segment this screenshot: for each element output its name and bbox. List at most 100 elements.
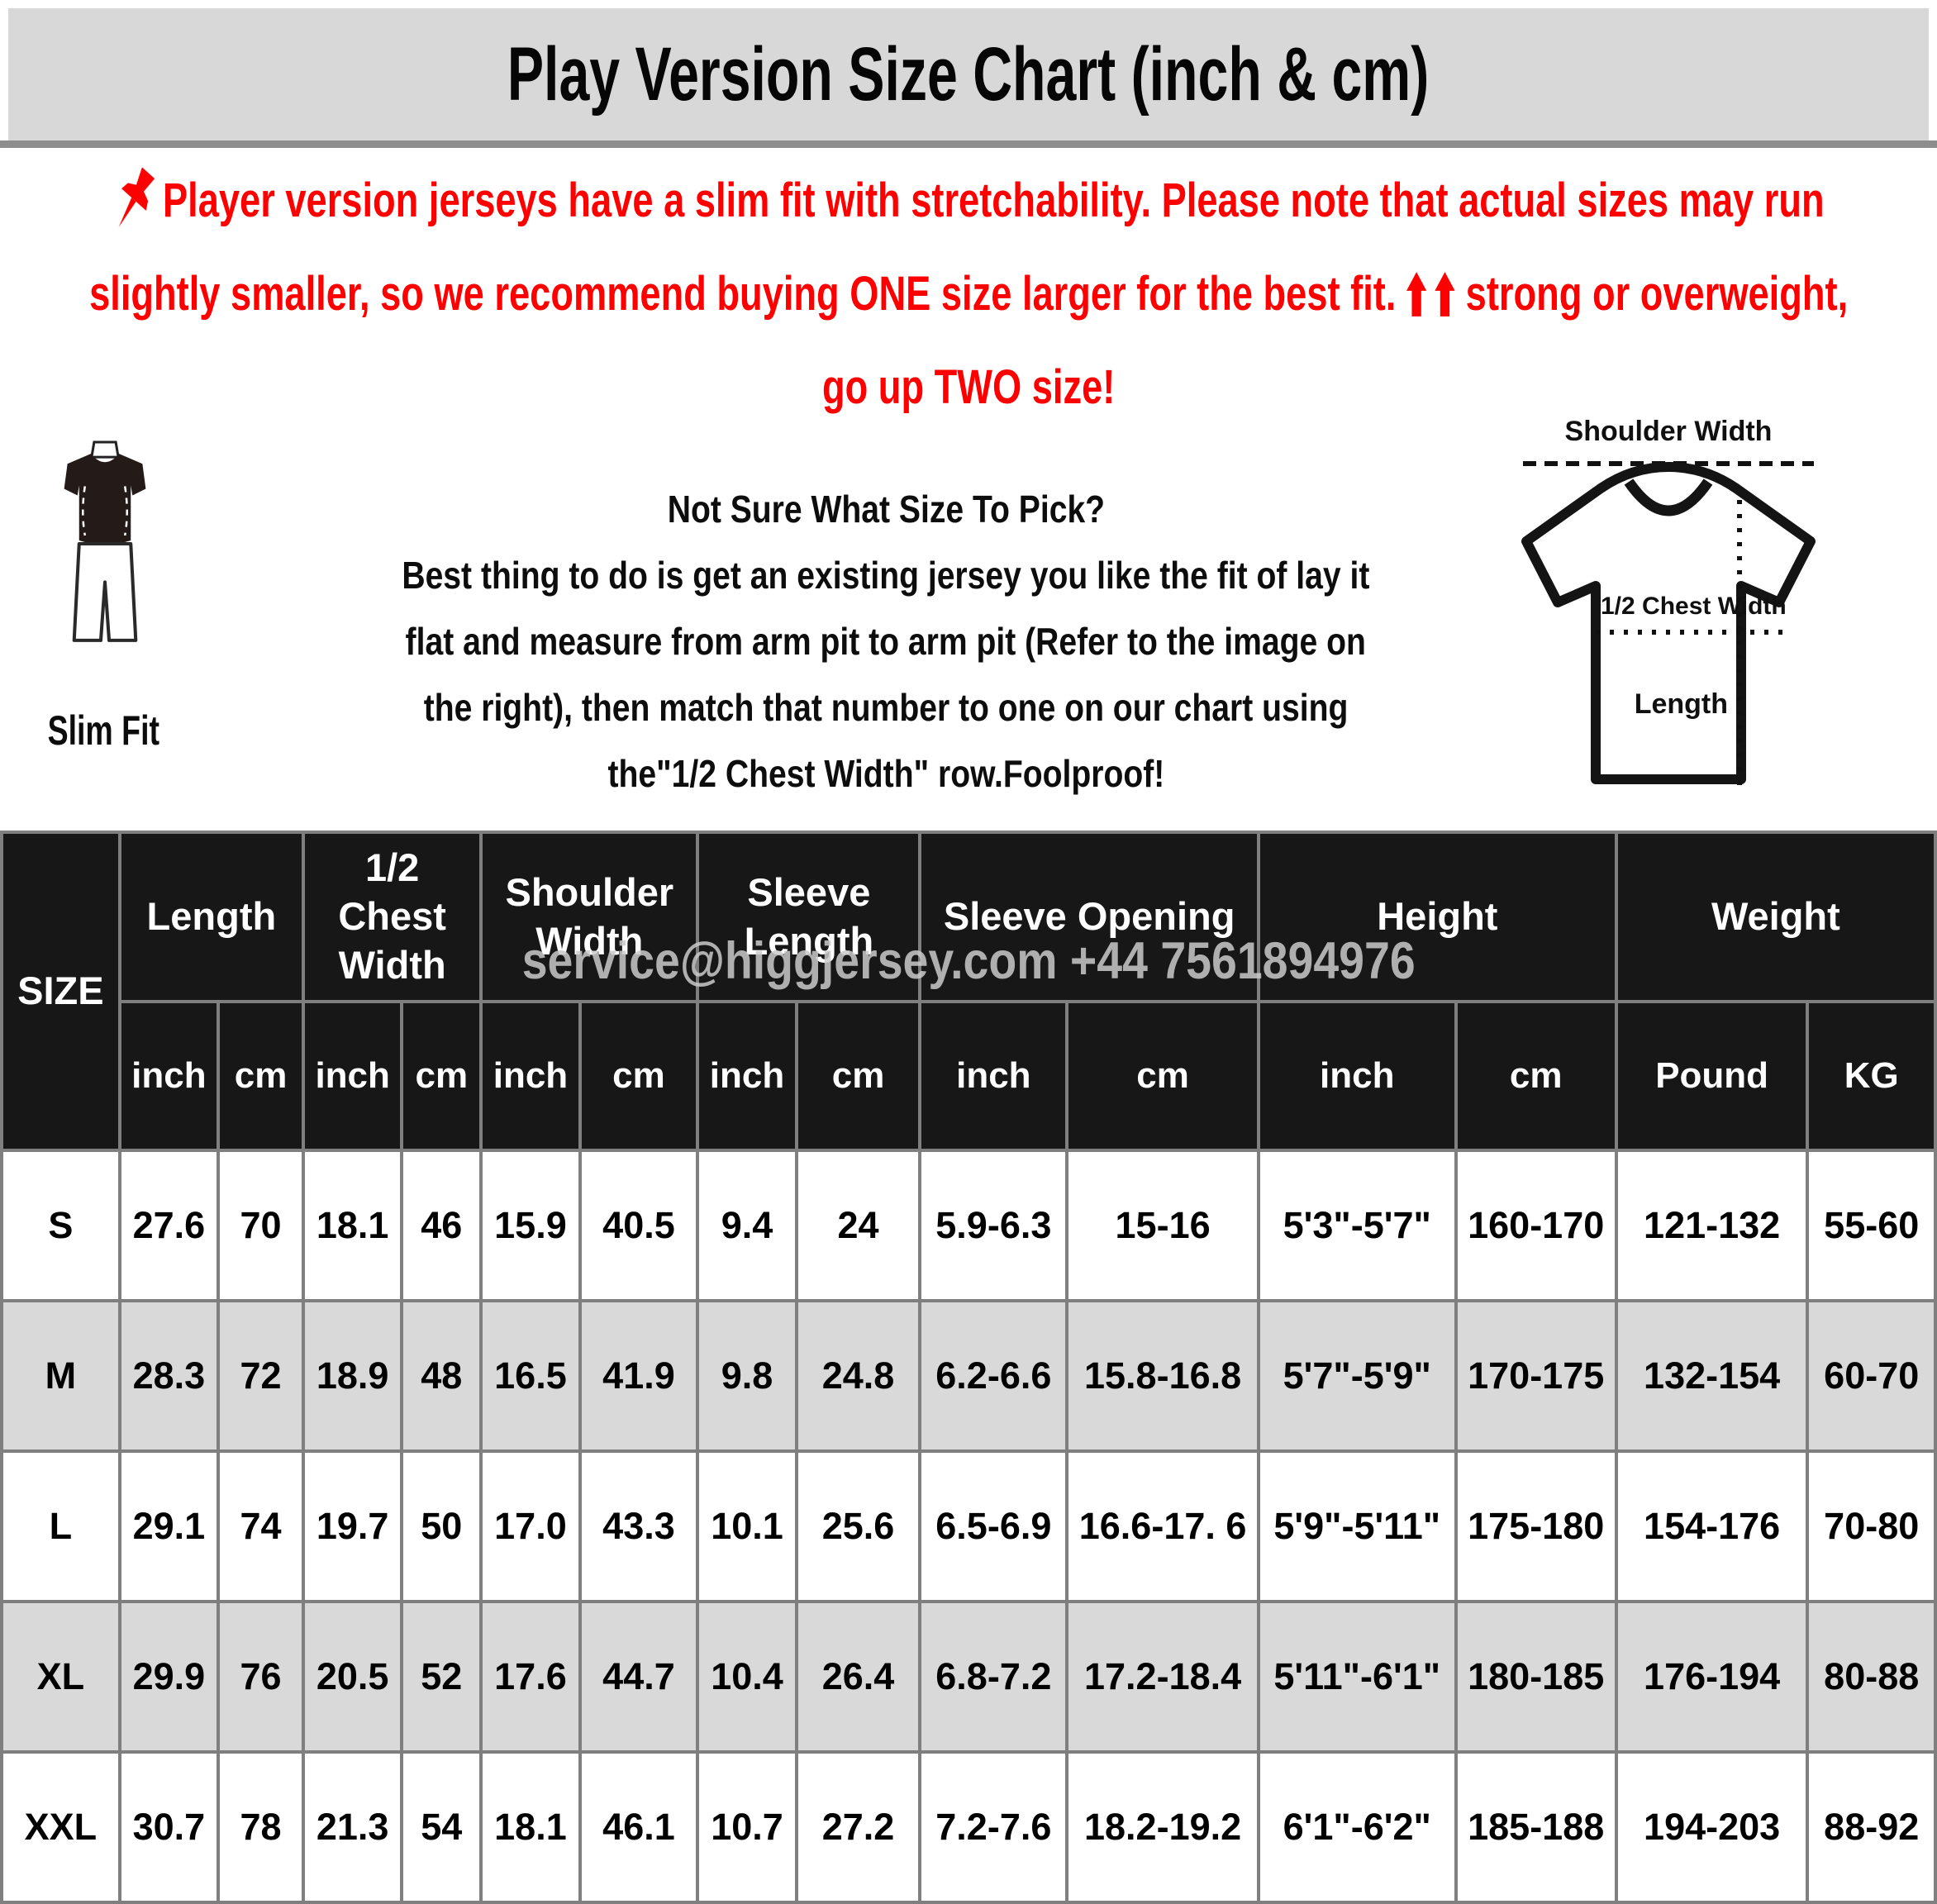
table-row: L 29.1 74 19.7 50 17.0 43.3 10.1 25.6 6.5-6.9 16.6… [0,1449,1937,1603]
value-cell: 18.1 [302,1149,404,1302]
unit-header: cm [794,1000,922,1152]
value-cell: 121-132 [1614,1149,1810,1302]
value-cell: 132-154 [1614,1299,1810,1453]
value-cell: 28.3 [117,1299,221,1453]
value-cell: 5'11"-6'1" [1256,1600,1458,1754]
size-guide-line: Best thing to do is get an existing jers… [402,554,1370,597]
size-guide-line: the"1/2 Chest Width" row.Foolproof! [607,752,1164,795]
value-cell: 88-92 [1806,1750,1937,1904]
value-cell: 180-185 [1454,1600,1618,1754]
warning-text-3: go up TWO size! [821,360,1116,414]
value-cell: 60-70 [1806,1299,1937,1453]
column-group-weight: Weight [1614,831,1937,1003]
value-cell: 54 [400,1750,483,1904]
column-group-length: Length [117,831,306,1003]
page-title: Play Version Size Chart (inch & cm) [507,31,1430,117]
table-row: S 27.6 70 18.1 46 15.9 40.5 9.4 24 5.9-6.3 15-16 5'… [0,1149,1937,1302]
warning-line: slightly smaller, so we recommend buying… [0,247,1937,340]
value-cell: 41.9 [578,1299,700,1453]
value-cell: 16.5 [479,1299,582,1453]
value-cell: 18.1 [479,1750,582,1904]
value-cell: 9.4 [696,1149,798,1302]
value-cell: 185-188 [1454,1750,1618,1904]
value-cell: 27.6 [117,1149,221,1302]
value-cell: 50 [400,1449,483,1603]
value-cell: 46.1 [578,1750,700,1904]
value-cell: 175-180 [1454,1449,1618,1603]
size-column-header: SIZE [0,831,121,1152]
size-cell: XL [0,1600,121,1754]
pushpin-icon [112,164,155,237]
title-divider [0,140,1937,148]
size-cell: XXL [0,1750,121,1904]
size-guide-line: flat and measure from arm pit to arm pit… [405,620,1367,663]
value-cell: 80-88 [1806,1600,1937,1754]
column-group-shoulder-width: Shoulder Width [479,831,700,1003]
warning-note: Player version jerseys have a slim fit w… [0,154,1937,434]
size-guide-text: Not Sure What Size To Pick? Best thing t… [307,476,1464,807]
value-cell: 6.8-7.2 [918,1600,1069,1754]
table-row: XL 29.9 76 20.5 52 17.6 44.7 10.4 26.4 6.8-7.2 17.… [0,1600,1937,1754]
warning-line: go up TWO size! [0,340,1937,434]
value-cell: 6.2-6.6 [918,1299,1069,1453]
column-group-sleeve-opening: Sleeve Opening [918,831,1260,1003]
slim-fit-figure [51,440,159,649]
value-cell: 52 [400,1600,483,1754]
value-cell: 40.5 [578,1149,700,1302]
table-row: XXL 30.7 78 21.3 54 18.1 46.1 10.7 27.2 7.2-7.6 18… [0,1750,1937,1904]
unit-header: Pound [1614,1000,1810,1152]
value-cell: 25.6 [794,1449,922,1603]
value-cell: 43.3 [578,1449,700,1603]
value-cell: 17.6 [479,1600,582,1754]
value-cell: 16.6-17. 6 [1065,1449,1260,1603]
warning-line: Player version jerseys have a slim fit w… [0,154,1937,247]
unit-header: inch [479,1000,582,1152]
slim-fit-label: Slim Fit [47,707,159,754]
unit-header: cm [217,1000,306,1152]
value-cell: 154-176 [1614,1449,1810,1603]
title-bar: Play Version Size Chart (inch & cm) [8,8,1929,140]
diagram-half-chest-label: 1/2 Chest Width [1601,593,1787,620]
size-chart-table: SIZE Length 1/2 Chest Width Shoulder Width S… [0,831,1937,1904]
value-cell: 5'9"-5'11" [1256,1449,1458,1603]
unit-header: cm [578,1000,700,1152]
value-cell: 160-170 [1454,1149,1618,1302]
up-arrow-icon [1434,270,1457,318]
value-cell: 6.5-6.9 [918,1449,1069,1603]
table-row: M 28.3 72 18.9 48 16.5 41.9 9.8 24.8 6.2-6.6 15.8-… [0,1299,1937,1453]
value-cell: 9.8 [696,1299,798,1453]
size-guide-heading: Not Sure What Size To Pick? [667,488,1105,531]
up-arrows [1405,270,1456,318]
value-cell: 5'3"-5'7" [1256,1149,1458,1302]
column-group-sleeve-length: Sleeve Length [696,831,922,1003]
unit-header: cm [400,1000,483,1152]
value-cell: 24.8 [794,1299,922,1453]
size-table-section: SIZE Length 1/2 Chest Width Shoulder Width S… [0,831,1937,1904]
unit-header: cm [1065,1000,1260,1152]
value-cell: 55-60 [1806,1149,1937,1302]
value-cell: 194-203 [1614,1750,1810,1904]
value-cell: 17.0 [479,1449,582,1603]
value-cell: 170-175 [1454,1299,1618,1453]
value-cell: 5'7"-5'9" [1256,1299,1458,1453]
column-group-height: Height [1256,831,1618,1003]
value-cell: 72 [217,1299,306,1453]
size-cell: S [0,1149,121,1302]
unit-header: inch [1256,1000,1458,1152]
size-guide-line: the right), then match that number to on… [423,686,1349,729]
value-cell: 78 [217,1750,306,1904]
value-cell: 21.3 [302,1750,404,1904]
value-cell: 70 [217,1149,306,1302]
value-cell: 24 [794,1149,922,1302]
warning-text-2b: strong or overweight, [1465,267,1849,321]
value-cell: 7.2-7.6 [918,1750,1069,1904]
unit-header: cm [1454,1000,1618,1152]
value-cell: 15-16 [1065,1149,1260,1302]
value-cell: 10.4 [696,1600,798,1754]
value-cell: 15.8-16.8 [1065,1299,1260,1453]
value-cell: 70-80 [1806,1449,1937,1603]
diagram-length-label: Length [1635,688,1728,720]
value-cell: 20.5 [302,1600,404,1754]
value-cell: 5.9-6.3 [918,1149,1069,1302]
